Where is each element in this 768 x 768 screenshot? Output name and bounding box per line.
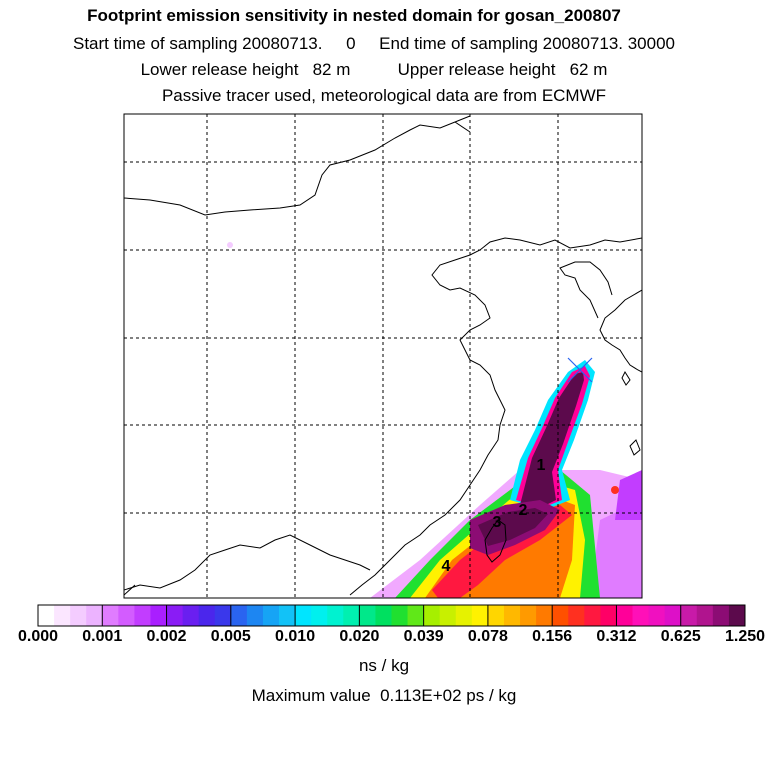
colorbar-swatch xyxy=(520,605,537,626)
colorbar-swatch xyxy=(375,605,392,626)
tracer-info-line: Passive tracer used, meteorological data… xyxy=(161,86,607,105)
colorbar-swatch xyxy=(584,605,601,626)
colorbar-swatch xyxy=(150,605,168,626)
border-segment xyxy=(124,584,136,596)
colorbar-swatch xyxy=(423,605,441,626)
colorbar-swatch xyxy=(648,605,666,626)
colorbar-swatch xyxy=(295,605,312,626)
colorbar-swatches xyxy=(38,605,746,626)
colorbar-swatch xyxy=(230,605,248,626)
colorbar-swatch xyxy=(54,605,71,626)
colorbar-swatch xyxy=(552,605,569,626)
colorbar-tick-label: 0.010 xyxy=(275,628,316,645)
north-korea-coast xyxy=(559,261,613,319)
plot-title: Footprint emission sensitivity in nested… xyxy=(87,6,621,25)
colorbar-tick-label: 0.002 xyxy=(146,628,187,645)
colorbar-frame xyxy=(37,604,746,627)
korea-coast xyxy=(599,289,642,373)
colorbar-tick-label: 0.000 xyxy=(17,628,59,645)
colorbar-swatch xyxy=(728,605,746,626)
east-speck xyxy=(611,486,619,494)
mongolia-border xyxy=(124,115,471,216)
colorbar-swatch xyxy=(166,605,184,626)
border-segment xyxy=(454,121,471,133)
plume-darkest-taiwan-strait xyxy=(478,508,548,546)
plume-east-haze xyxy=(590,500,642,598)
plume-layer xyxy=(227,242,642,598)
colorbar-swatch xyxy=(391,605,409,626)
colorbar-swatch xyxy=(455,605,473,626)
coastlines xyxy=(124,115,642,596)
colorbar-tick-label: 0.312 xyxy=(596,628,637,645)
ryukyu-island xyxy=(629,439,641,456)
colorbar-swatch xyxy=(487,605,505,626)
colorbar-swatch xyxy=(343,605,360,626)
colorbar-swatch xyxy=(262,605,280,626)
colorbar-swatch xyxy=(616,605,634,626)
colorbar-swatch xyxy=(134,605,151,626)
colorbar-swatch xyxy=(327,605,344,626)
colorbar-swatch xyxy=(182,605,200,626)
colorbar-tick-label: 1.250 xyxy=(724,628,766,645)
colorbar-swatch xyxy=(102,605,119,626)
south-china-border xyxy=(124,534,371,591)
colorbar-swatch xyxy=(712,605,730,626)
colorbar-swatch xyxy=(407,605,425,626)
release-site-marker xyxy=(567,357,593,383)
colorbar-swatch xyxy=(279,605,296,626)
colorbar-tick-label: 0.001 xyxy=(82,628,123,645)
trajectory-marker-3: 3 xyxy=(493,514,502,531)
plume-east-purple xyxy=(615,470,642,520)
colorbar-tick-label: 0.156 xyxy=(532,628,573,645)
colorbar-swatch xyxy=(86,605,103,626)
colorbar-swatch xyxy=(600,605,617,626)
colorbar-swatch xyxy=(246,605,264,626)
isolated-speck xyxy=(227,242,233,248)
colorbar-tick-label: 0.005 xyxy=(210,628,251,645)
colorbar-tick-label: 0.020 xyxy=(339,628,380,645)
colorbar-swatch xyxy=(680,605,698,626)
japan-island xyxy=(621,370,631,386)
trajectory-marker-1: 1 xyxy=(537,457,546,474)
trajectory-marker-4: 4 xyxy=(442,558,451,575)
map-frame xyxy=(123,113,643,599)
colorbar-swatch xyxy=(568,605,585,626)
colorbar-tick-label: 0.078 xyxy=(467,628,508,645)
sampling-time-line: Start time of sampling 20080713. 0 End t… xyxy=(73,34,675,53)
colorbar-tick-label: 0.625 xyxy=(660,628,701,645)
plume-dark-core xyxy=(520,372,584,508)
lat-lon-grid xyxy=(124,114,642,598)
colorbar-unit: ns / kg xyxy=(358,656,410,675)
release-height-line: Lower release height 82 m Upper release … xyxy=(140,60,608,79)
china-east-coast xyxy=(349,237,642,596)
colorbar-swatch xyxy=(503,605,521,626)
colorbar-swatch xyxy=(664,605,682,626)
colorbar-swatch xyxy=(536,605,553,626)
colorbar-swatch xyxy=(632,605,650,626)
colorbar-swatch xyxy=(696,605,714,626)
colorbar-swatch xyxy=(118,605,135,626)
maximum-value-text: Maximum value 0.113E+02 ps / kg xyxy=(251,686,517,705)
colorbar-swatch xyxy=(198,605,216,626)
colorbar-tick-label: 0.039 xyxy=(403,628,444,645)
colorbar-swatch xyxy=(38,605,55,626)
colorbar-swatch xyxy=(214,605,232,626)
colorbar-swatch xyxy=(311,605,328,626)
taiwan-outline xyxy=(484,519,507,563)
colorbar-dividers xyxy=(101,605,682,626)
trajectory-marker-2: 2 xyxy=(519,502,528,519)
colorbar-swatch xyxy=(439,605,457,626)
colorbar-swatch xyxy=(359,605,376,626)
colorbar-swatch xyxy=(70,605,87,626)
colorbar-swatch xyxy=(471,605,489,626)
